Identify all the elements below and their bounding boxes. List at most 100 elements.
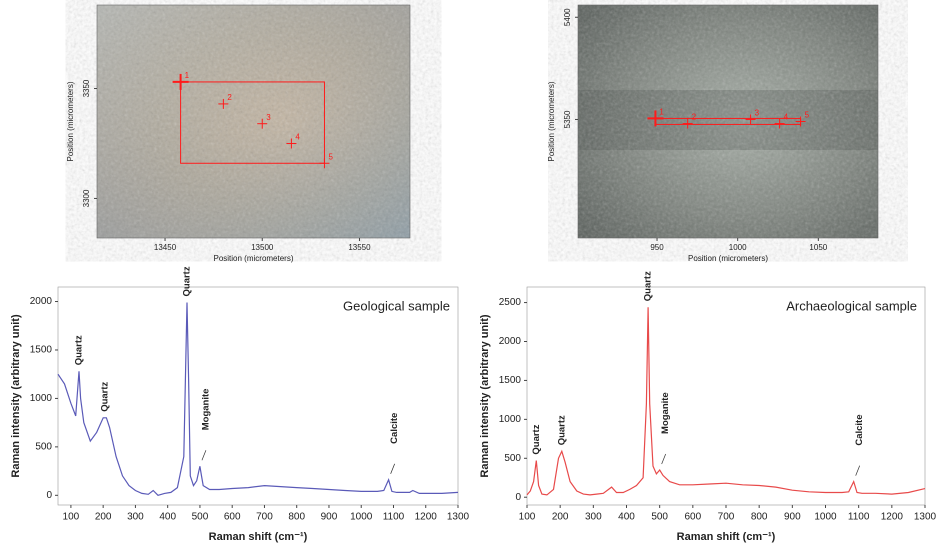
x-tick-label: 1200 xyxy=(415,512,438,523)
peak-label: Calcite xyxy=(389,413,400,444)
x-tick-label: 1300 xyxy=(914,512,937,523)
leader xyxy=(390,463,395,474)
peak-label: Moganite xyxy=(660,392,671,434)
y-tick-label: 1500 xyxy=(30,345,53,356)
x-tick-label: 400 xyxy=(159,512,176,523)
x-tick-label: 200 xyxy=(95,512,112,523)
peak-label: Quartz xyxy=(556,415,567,445)
x-tick-label: 600 xyxy=(684,512,701,523)
measurement-point xyxy=(319,158,330,169)
x-tick-label: 100 xyxy=(63,512,80,523)
y-tick-label: 2000 xyxy=(499,336,522,347)
y-tick-label: 3350 xyxy=(82,79,91,97)
measurement-point xyxy=(745,114,756,125)
point-label: 3 xyxy=(755,109,760,118)
x-axis-label: Raman shift (cm⁻¹) xyxy=(677,531,776,543)
point-label: 4 xyxy=(784,113,789,122)
x-tick-label: 1100 xyxy=(848,512,870,523)
measurement-point xyxy=(682,118,693,129)
x-tick-label: 950 xyxy=(650,243,664,252)
peak-label: Quartz xyxy=(643,271,654,301)
leader xyxy=(855,465,861,476)
image-frame xyxy=(577,4,879,239)
x-tick-label: 13450 xyxy=(154,243,177,252)
point-label: 5 xyxy=(805,111,810,120)
x-tick-label: 13500 xyxy=(251,243,274,252)
x-tick-label: 1200 xyxy=(881,512,904,523)
peak-label: Quartz xyxy=(73,335,84,365)
y-tick-label: 0 xyxy=(515,492,521,503)
y-tick-label: 5400 xyxy=(563,8,572,26)
x-axis-label: Position (micrometers) xyxy=(688,254,768,263)
measurement-point xyxy=(647,110,664,127)
image-1 xyxy=(97,5,410,238)
x-tick-label: 500 xyxy=(192,512,209,523)
measurement-point xyxy=(172,73,189,90)
peak-label: Quartz xyxy=(531,424,542,454)
measurement-point xyxy=(286,138,297,149)
y-tick-label: 0 xyxy=(46,490,52,501)
y-tick-label: 1000 xyxy=(30,393,53,404)
x-axis-label: Raman shift (cm⁻¹) xyxy=(209,531,308,543)
y-axis-label: Raman intensity (arbitrary unit) xyxy=(10,314,22,478)
y-tick-label: 500 xyxy=(35,442,52,453)
plot-frame xyxy=(526,286,926,506)
y-tick-label: 500 xyxy=(504,453,521,464)
point-label: 1 xyxy=(659,108,664,117)
x-tick-label: 100 xyxy=(519,512,536,523)
peak-label: Quartz xyxy=(99,381,110,411)
x-tick-label: 1300 xyxy=(447,512,470,523)
y-axis-label: Position (micrometers) xyxy=(66,81,75,161)
y-tick-label: 1000 xyxy=(499,414,522,425)
measurement-point xyxy=(774,118,785,129)
x-tick-label: 700 xyxy=(256,512,273,523)
measurement-point xyxy=(257,118,268,129)
x-tick-label: 900 xyxy=(321,512,338,523)
x-tick-label: 700 xyxy=(718,512,735,523)
spectrum-line xyxy=(526,307,926,496)
image-frame xyxy=(96,4,411,239)
x-tick-label: 800 xyxy=(751,512,768,523)
x-tick-label: 1100 xyxy=(383,512,405,523)
scan-area xyxy=(180,81,325,164)
x-tick-label: 300 xyxy=(585,512,602,523)
peak-label: Moganite xyxy=(200,389,211,431)
plot-frame xyxy=(57,286,459,506)
y-tick-label: 2000 xyxy=(30,296,53,307)
y-tick-label: 2500 xyxy=(499,297,522,308)
y-axis-label: Raman intensity (arbitrary unit) xyxy=(479,314,491,478)
y-tick-label: 5350 xyxy=(563,110,572,128)
measurement-point xyxy=(795,116,806,127)
x-tick-label: 200 xyxy=(552,512,569,523)
leader xyxy=(661,453,666,465)
x-tick-label: 1050 xyxy=(809,243,827,252)
x-axis-label: Position (micrometers) xyxy=(213,254,293,263)
x-tick-label: 1000 xyxy=(814,512,837,523)
x-tick-label: 1000 xyxy=(729,243,747,252)
x-tick-label: 13550 xyxy=(348,243,371,252)
x-tick-label: 800 xyxy=(288,512,305,523)
x-tick-label: 1000 xyxy=(350,512,373,523)
point-label: 4 xyxy=(295,133,300,142)
point-label: 2 xyxy=(692,113,697,122)
point-label: 3 xyxy=(266,113,271,122)
leader xyxy=(201,450,207,461)
y-tick-label: 1500 xyxy=(499,375,522,386)
chart-title: Geological sample xyxy=(343,298,450,313)
x-tick-label: 600 xyxy=(224,512,241,523)
x-tick-label: 400 xyxy=(618,512,635,523)
image-2 xyxy=(578,5,878,238)
y-axis-label: Position (micrometers) xyxy=(547,81,556,161)
x-tick-label: 300 xyxy=(127,512,144,523)
peak-label: Quartz xyxy=(182,266,193,296)
point-label: 2 xyxy=(227,93,232,102)
measurement-point xyxy=(218,98,229,109)
point-label: 1 xyxy=(185,71,190,80)
point-label: 5 xyxy=(328,152,333,161)
y-tick-label: 3300 xyxy=(82,189,91,207)
peak-label: Calcite xyxy=(854,414,865,445)
spectrum-line xyxy=(57,302,459,496)
chart-title: Archaeological sample xyxy=(786,298,917,313)
x-tick-label: 900 xyxy=(784,512,801,523)
